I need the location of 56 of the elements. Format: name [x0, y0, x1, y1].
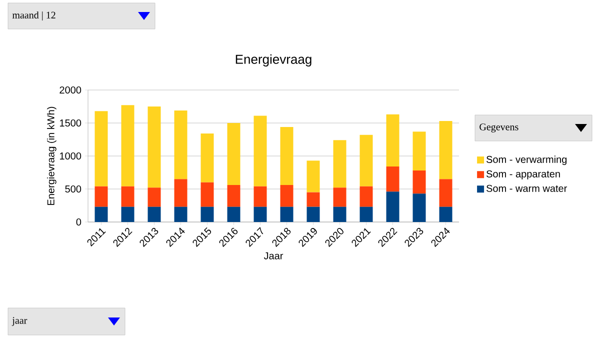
bar [121, 206, 134, 222]
bar [200, 134, 214, 182]
bar [254, 116, 267, 186]
bar [306, 160, 320, 192]
y-tick-label: 500 [65, 185, 82, 193]
bar [360, 134, 373, 186]
bar [333, 188, 346, 207]
bar [360, 206, 373, 222]
text: maand | 12 [12, 11, 56, 21]
bar [360, 186, 373, 207]
bar [386, 192, 400, 222]
bar [148, 188, 161, 207]
bar [94, 206, 108, 222]
bar [412, 194, 426, 222]
x-axis-title: Jaar [264, 252, 284, 260]
bar [412, 170, 426, 194]
bar [254, 206, 267, 222]
bar [174, 206, 188, 222]
bar [386, 166, 400, 192]
legend-label: Som - warm water [486, 184, 567, 192]
text: jaar [12, 317, 28, 326]
y-tick-label: 2000 [60, 86, 82, 94]
chart-title: Energievraag [236, 54, 312, 66]
bar [200, 182, 214, 207]
bar [439, 206, 452, 222]
bar [280, 126, 294, 186]
y-tick-label: 0 [76, 218, 82, 226]
bar [386, 114, 400, 167]
bar [227, 185, 240, 207]
bar [94, 111, 108, 186]
bar [254, 186, 267, 207]
bar [439, 121, 452, 180]
bar [280, 185, 294, 207]
bar [227, 123, 240, 186]
bar [306, 192, 320, 207]
bar [121, 186, 134, 207]
legend-label: Som - verwarming [486, 156, 567, 165]
bar [412, 132, 426, 171]
y-tick-label: 1000 [60, 152, 82, 160]
bar [333, 206, 346, 222]
legend-label: Som - apparaten [486, 170, 560, 180]
text: Gegevens [480, 124, 518, 132]
bar [148, 106, 161, 188]
bar [174, 110, 188, 180]
bar [280, 206, 294, 222]
bar [439, 179, 452, 207]
bar [200, 206, 214, 222]
bar [333, 140, 346, 188]
bar [148, 206, 161, 222]
bar [174, 179, 188, 207]
y-tick-label: 1500 [60, 119, 82, 127]
bar [121, 105, 134, 186]
bar [306, 206, 320, 222]
bar [227, 206, 240, 222]
y-axis-title: Energievraag (in kWh) [47, 106, 56, 205]
bar [94, 186, 108, 207]
